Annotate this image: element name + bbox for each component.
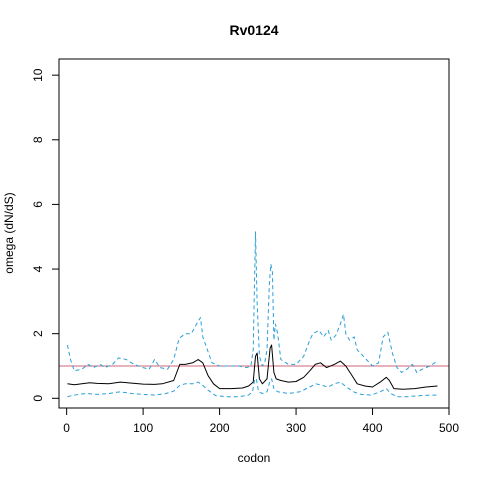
series-lower-line bbox=[67, 378, 438, 398]
y-tick-label: 6 bbox=[31, 201, 45, 208]
y-tick-label: 8 bbox=[31, 136, 45, 143]
y-tick-label: 10 bbox=[31, 68, 45, 82]
x-tick-label: 0 bbox=[63, 421, 70, 435]
series-mean-line bbox=[67, 344, 438, 390]
x-axis-label: codon bbox=[238, 451, 271, 465]
x-tick-label: 400 bbox=[363, 421, 383, 435]
x-tick-label: 500 bbox=[439, 421, 459, 435]
x-axis: 0 100 200 300 400 500 bbox=[63, 407, 459, 435]
plot-area bbox=[59, 231, 449, 398]
x-tick-label: 300 bbox=[286, 421, 306, 435]
y-tick-label: 2 bbox=[31, 330, 45, 337]
series-upper-line bbox=[66, 231, 438, 373]
chart-title: Rv0124 bbox=[229, 22, 278, 38]
x-tick-label: 100 bbox=[133, 421, 153, 435]
y-axis-label: omega (dN/dS) bbox=[2, 192, 16, 273]
y-tick-label: 4 bbox=[31, 265, 45, 272]
x-tick-label: 200 bbox=[210, 421, 230, 435]
y-tick-label: 0 bbox=[31, 395, 45, 402]
y-axis: 0 2 4 6 8 10 bbox=[31, 68, 60, 402]
